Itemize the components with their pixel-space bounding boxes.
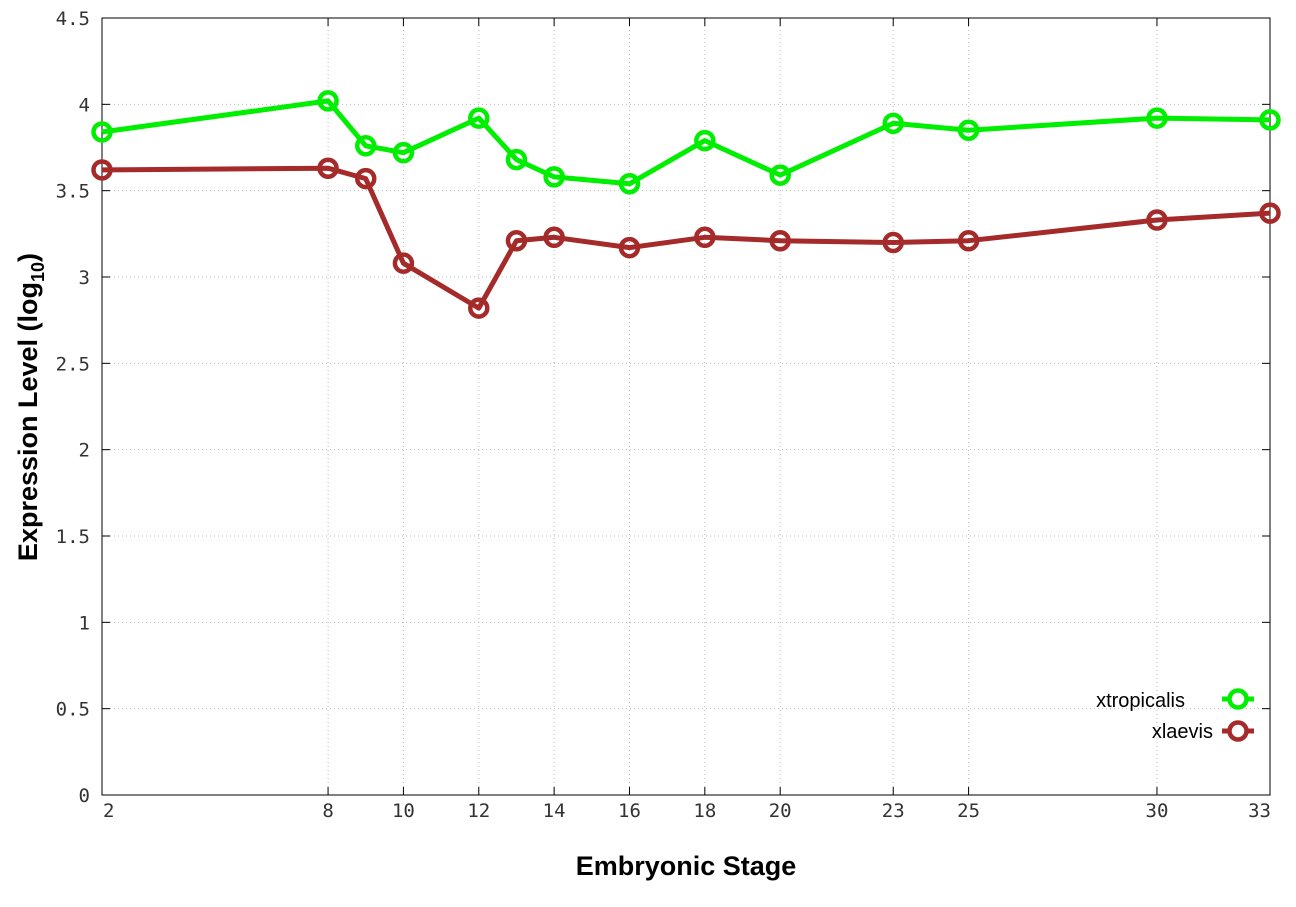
data-point bbox=[91, 121, 113, 143]
data-point bbox=[317, 157, 339, 179]
plot-frame bbox=[101, 17, 1271, 796]
series-layer bbox=[91, 90, 1281, 319]
y-tick-label: 2 bbox=[79, 440, 90, 462]
series-xlaevis bbox=[91, 157, 1281, 319]
series-line bbox=[101, 98, 1271, 187]
data-point bbox=[1146, 107, 1168, 129]
data-point bbox=[543, 226, 565, 249]
y-tick-label: 3.5 bbox=[56, 181, 90, 203]
data-point bbox=[505, 229, 528, 252]
x-tick-label: 18 bbox=[693, 800, 716, 822]
data-point bbox=[317, 90, 339, 112]
y-axis-title: Expression Level (log10) bbox=[13, 253, 48, 561]
x-tick-label: 2 bbox=[103, 800, 114, 822]
x-tick-label: 20 bbox=[769, 800, 792, 822]
data-point bbox=[694, 129, 716, 152]
y-axis-title-main: Expression Level (log bbox=[13, 282, 43, 561]
x-tick-label: 14 bbox=[543, 800, 566, 822]
y-tick-label: 0 bbox=[79, 785, 90, 807]
y-tick-label: 4.5 bbox=[56, 8, 90, 30]
y-tick-label: 2.5 bbox=[56, 353, 90, 375]
x-axis-title: Embryonic Stage bbox=[576, 851, 797, 881]
y-tick-label: 0.5 bbox=[56, 699, 90, 721]
y-axis-title-subscript: 10 bbox=[28, 262, 48, 282]
legend-swatch-marker bbox=[1227, 688, 1249, 710]
data-point bbox=[1146, 209, 1168, 231]
legend-swatch-marker bbox=[1227, 720, 1249, 742]
data-point bbox=[505, 148, 528, 171]
data-point bbox=[543, 166, 565, 188]
data-point bbox=[1259, 202, 1281, 224]
y-tick-labels: 0 0.5 1 1.5 2 2.5 3 3.5 4 4.5 bbox=[56, 8, 90, 807]
x-tick-label: 25 bbox=[957, 800, 980, 822]
data-point bbox=[957, 229, 980, 252]
series-line bbox=[101, 165, 1271, 311]
data-point bbox=[392, 141, 415, 164]
x-tick-label: 30 bbox=[1146, 800, 1169, 822]
data-point bbox=[392, 252, 415, 274]
x-tick-label: 12 bbox=[467, 800, 490, 822]
x-tick-labels: 2 8 10 12 14 16 18 20 23 25 30 33 bbox=[103, 800, 1271, 822]
data-point bbox=[468, 297, 490, 319]
legend-swatches bbox=[1222, 688, 1254, 742]
legend-label-xtropicalis: xtropicalis bbox=[1096, 690, 1185, 712]
data-point bbox=[618, 236, 641, 259]
data-point bbox=[957, 119, 980, 141]
data-point bbox=[1259, 109, 1281, 131]
data-point bbox=[769, 229, 791, 252]
data-point bbox=[468, 107, 490, 129]
legend-label-xlaevis: xlaevis bbox=[1152, 721, 1213, 743]
data-point bbox=[882, 112, 904, 135]
series-xtropicalis bbox=[91, 90, 1281, 195]
data-point bbox=[354, 135, 377, 157]
data-point bbox=[769, 164, 791, 186]
grid-lines bbox=[102, 18, 1270, 795]
legend: xtropicalis xlaevis bbox=[1096, 688, 1254, 743]
data-point bbox=[354, 167, 377, 190]
axis-ticks bbox=[101, 17, 1271, 796]
data-point bbox=[618, 173, 641, 195]
x-tick-label: 10 bbox=[392, 800, 415, 822]
x-tick-label: 8 bbox=[322, 800, 333, 822]
y-tick-label: 3 bbox=[79, 267, 90, 289]
y-tick-label: 1.5 bbox=[56, 526, 90, 548]
y-tick-label: 1 bbox=[79, 612, 90, 634]
y-axis-title-suffix: ) bbox=[13, 253, 43, 262]
x-tick-label: 33 bbox=[1248, 800, 1271, 822]
data-point bbox=[91, 159, 113, 181]
data-point bbox=[694, 226, 716, 249]
y-tick-label: 4 bbox=[79, 94, 90, 116]
x-tick-label: 23 bbox=[882, 800, 905, 822]
data-point bbox=[882, 231, 904, 254]
x-tick-label: 16 bbox=[618, 800, 641, 822]
